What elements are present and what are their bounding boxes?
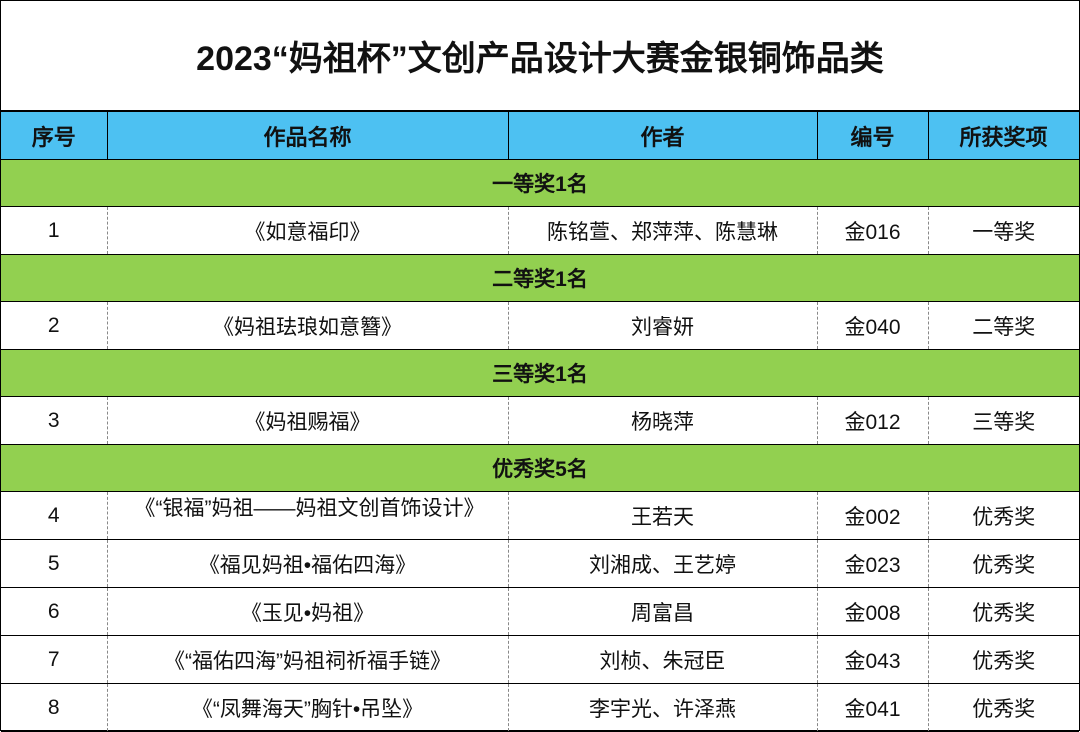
- header-cell: 编号: [816, 111, 929, 160]
- code-cell: 金041: [816, 683, 928, 732]
- index-cell: 5: [1, 539, 107, 588]
- header-row: 序号 作品名称 作者 编号 所获奖项: [1, 111, 1080, 160]
- work-name-cell: 《“凤舞海天”胸针•吊坠》: [106, 683, 508, 732]
- work-name-cell: 《“福佑四海”妈祖祠祈福手链》: [106, 635, 508, 684]
- work-name-cell: 《福见妈祖•福佑四海》: [106, 539, 508, 588]
- section-row: 一等奖1名: [1, 159, 1079, 207]
- data-row: 4 《“银福”妈祖——妈祖文创首饰设计》 王若天 金002 优秀奖: [1, 491, 1079, 540]
- author-cell: 周富昌: [507, 587, 817, 636]
- section-label: 二等奖1名: [1, 254, 1079, 302]
- index-cell: 3: [1, 396, 107, 445]
- code-cell: 金043: [816, 635, 928, 684]
- author-cell: 刘睿妍: [507, 301, 817, 350]
- award-table: 序号 作品名称 作者 编号 所获奖项 一等奖1名 1 《如意福印》 陈铭萱、郑萍萍、陈慧琳 金01…: [1, 111, 1080, 732]
- header-cell: 所获奖项: [927, 111, 1080, 160]
- data-row: 7 《“福佑四海”妈祖祠祈福手链》 刘桢、朱冠臣 金043 优秀奖: [1, 635, 1079, 684]
- award-cell: 一等奖: [927, 206, 1079, 255]
- code-cell: 金040: [816, 301, 928, 350]
- index-cell: 4: [1, 491, 107, 540]
- index-cell: 7: [1, 635, 107, 684]
- data-row: 2 《妈祖珐琅如意簪》 刘睿妍 金040 二等奖: [1, 301, 1079, 350]
- title: 2023“妈祖杯”文创产品设计大赛金银铜饰品类: [1, 1, 1079, 111]
- author-cell: 刘桢、朱冠臣: [507, 635, 817, 684]
- author-cell: 刘湘成、王艺婷: [507, 539, 817, 588]
- section-label: 优秀奖5名: [1, 444, 1079, 492]
- work-name-cell: 《玉见•妈祖》: [106, 587, 508, 636]
- award-cell: 优秀奖: [927, 491, 1079, 540]
- header-cell: 作者: [507, 111, 818, 160]
- section-label: 三等奖1名: [1, 349, 1079, 397]
- code-cell: 金008: [816, 587, 928, 636]
- award-cell: 二等奖: [927, 301, 1079, 350]
- header-cell: 作品名称: [106, 111, 509, 160]
- index-cell: 6: [1, 587, 107, 636]
- award-cell: 三等奖: [927, 396, 1079, 445]
- section-row: 二等奖1名: [1, 254, 1079, 302]
- data-row: 6 《玉见•妈祖》 周富昌 金008 优秀奖: [1, 587, 1079, 636]
- award-cell: 优秀奖: [927, 539, 1079, 588]
- header-cell: 序号: [1, 111, 108, 160]
- work-name-cell: 《“银福”妈祖——妈祖文创首饰设计》: [106, 491, 508, 540]
- author-cell: 王若天: [507, 491, 817, 540]
- award-cell: 优秀奖: [927, 635, 1079, 684]
- work-name-cell: 《如意福印》: [106, 206, 508, 255]
- code-cell: 金016: [816, 206, 928, 255]
- author-cell: 陈铭萱、郑萍萍、陈慧琳: [507, 206, 817, 255]
- award-cell: 优秀奖: [927, 587, 1079, 636]
- table-body: 序号 作品名称 作者 编号 所获奖项 一等奖1名 1 《如意福印》 陈铭萱、郑萍萍、陈慧琳 金01…: [1, 111, 1080, 732]
- code-cell: 金002: [816, 491, 928, 540]
- index-cell: 2: [1, 301, 107, 350]
- index-cell: 8: [1, 683, 107, 732]
- data-row: 3 《妈祖赐福》 杨晓萍 金012 三等奖: [1, 396, 1079, 445]
- data-row: 5 《福见妈祖•福佑四海》 刘湘成、王艺婷 金023 优秀奖: [1, 539, 1079, 588]
- work-name-cell: 《妈祖珐琅如意簪》: [106, 301, 508, 350]
- author-cell: 李宇光、许泽燕: [507, 683, 817, 732]
- author-cell: 杨晓萍: [507, 396, 817, 445]
- index-cell: 1: [1, 206, 107, 255]
- data-row: 8 《“凤舞海天”胸针•吊坠》 李宇光、许泽燕 金041 优秀奖: [1, 683, 1079, 732]
- work-name-cell: 《妈祖赐福》: [106, 396, 508, 445]
- award-cell: 优秀奖: [927, 683, 1079, 732]
- section-label: 一等奖1名: [1, 159, 1079, 207]
- data-row: 1 《如意福印》 陈铭萱、郑萍萍、陈慧琳 金016 一等奖: [1, 206, 1079, 255]
- code-cell: 金012: [816, 396, 928, 445]
- code-cell: 金023: [816, 539, 928, 588]
- work-name-text: 《“银福”妈祖——妈祖文创首饰设计》: [134, 497, 485, 520]
- section-row: 三等奖1名: [1, 349, 1079, 397]
- section-row: 优秀奖5名: [1, 444, 1079, 492]
